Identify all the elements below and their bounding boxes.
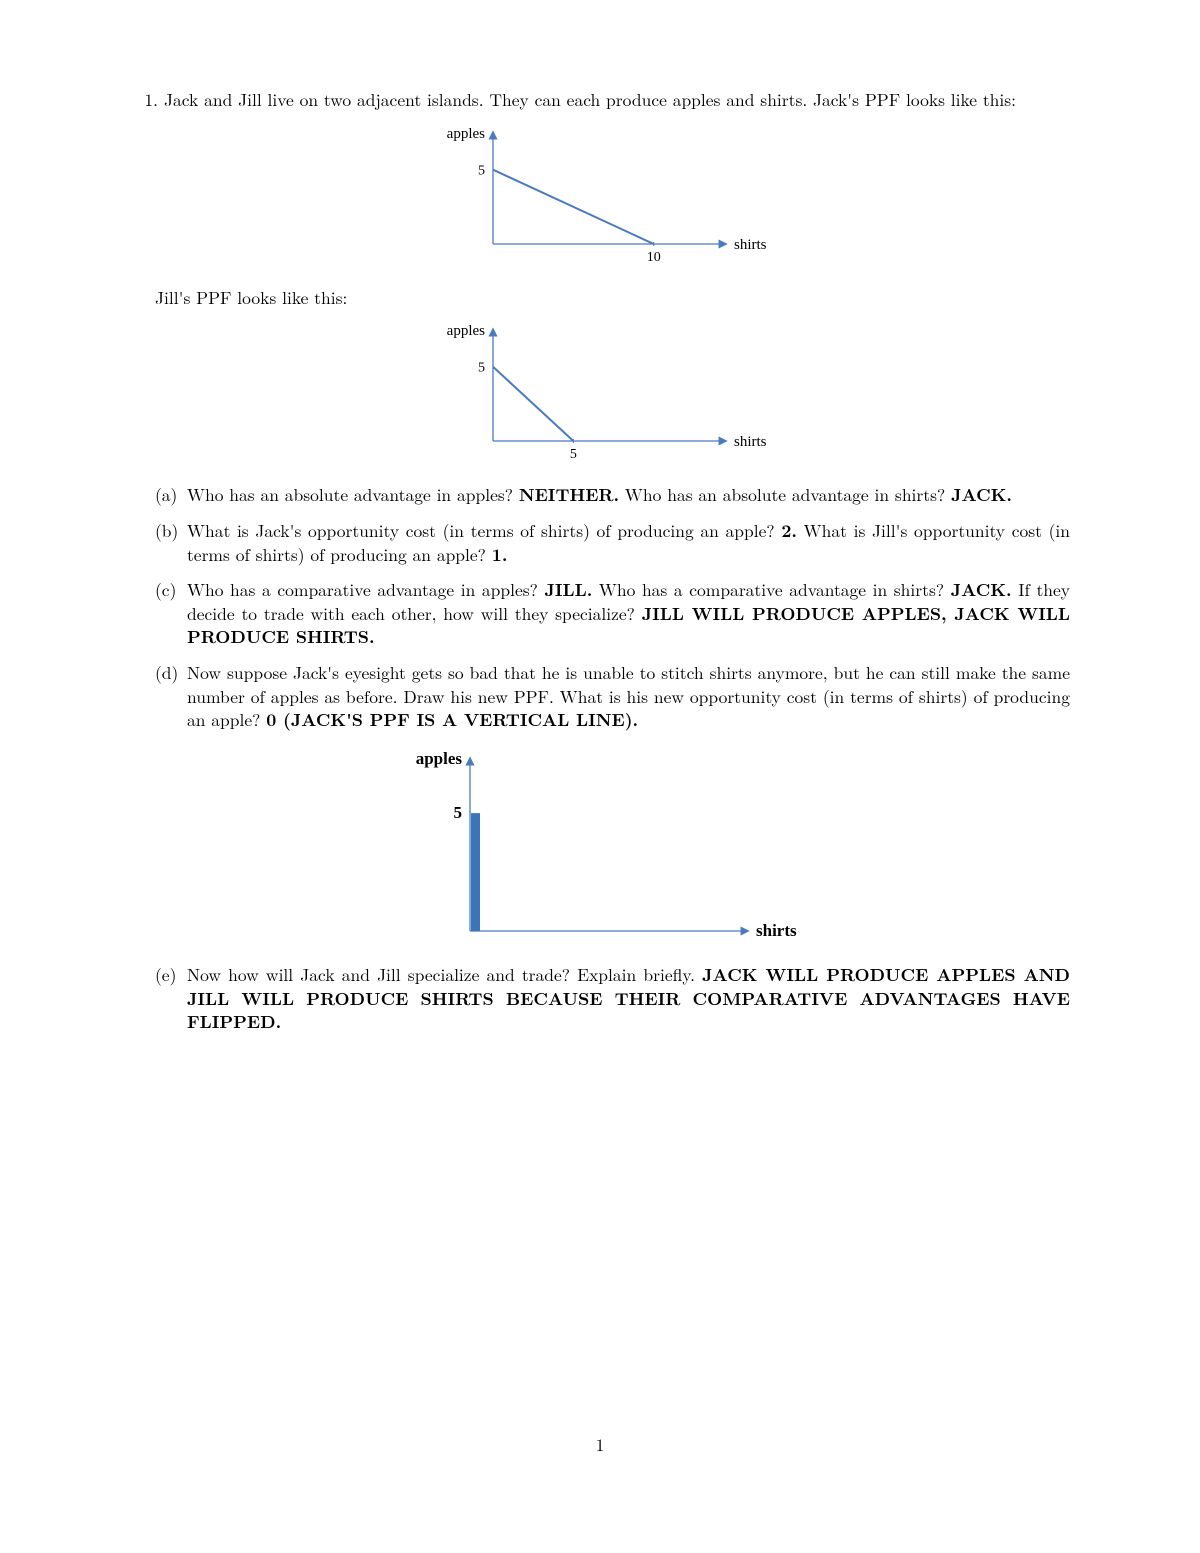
part-e-label: (e) xyxy=(155,963,187,1034)
svg-text:5: 5 xyxy=(478,163,485,178)
part-b-text1: What is Jack's opportunity cost (in term… xyxy=(187,518,781,543)
part-b-body: What is Jack's opportunity cost (in term… xyxy=(187,519,1070,566)
svg-text:5: 5 xyxy=(569,447,576,462)
part-d: (d) Now suppose Jack's eyesight gets so … xyxy=(155,661,1070,732)
part-d-label: (d) xyxy=(155,661,187,732)
svg-text:10: 10 xyxy=(646,250,660,265)
jill-intro: Jill's PPF looks like this: xyxy=(155,286,1070,310)
svg-text:apples: apples xyxy=(446,323,484,339)
part-a-ans2: JACK. xyxy=(951,482,1012,507)
part-b-ans1: 2. xyxy=(781,518,797,543)
part-b-label: (b) xyxy=(155,519,187,566)
part-d-body: Now suppose Jack's eyesight gets so bad … xyxy=(187,661,1070,732)
part-d-ans1: 0 (JACK'S PPF IS A VERTICAL LINE). xyxy=(266,707,638,732)
part-a-label: (a) xyxy=(155,483,187,507)
question-intro: Jack and Jill live on two adjacent islan… xyxy=(164,88,1070,112)
question-number: 1. xyxy=(130,88,164,112)
part-a-text2: Who has an absolute advantage in shirts? xyxy=(619,482,951,507)
part-a-body: Who has an absolute advantage in apples?… xyxy=(187,483,1070,507)
part-e-text1: Now how will Jack and Jill specialize an… xyxy=(187,962,702,987)
part-c-body: Who has a comparative advantage in apple… xyxy=(187,578,1070,649)
part-e-body: Now how will Jack and Jill specialize an… xyxy=(187,963,1070,1034)
svg-text:apples: apples xyxy=(416,749,463,768)
subparts: (a) Who has an absolute advantage in app… xyxy=(130,483,1070,732)
part-a-ans1: NEITHER. xyxy=(519,482,619,507)
part-c: (c) Who has a comparative advantage in a… xyxy=(155,578,1070,649)
part-a-text1: Who has an absolute advantage in apples? xyxy=(187,482,519,507)
svg-text:shirts: shirts xyxy=(734,434,767,450)
part-b: (b) What is Jack's opportunity cost (in … xyxy=(155,519,1070,566)
part-e: (e) Now how will Jack and Jill specializ… xyxy=(155,963,1070,1034)
part-c-label: (c) xyxy=(155,578,187,649)
svg-text:5: 5 xyxy=(478,361,485,376)
svg-text:5: 5 xyxy=(454,803,463,822)
subparts-2: (e) Now how will Jack and Jill specializ… xyxy=(130,963,1070,1034)
chart-jack-ppf: apples shirts 5 10 xyxy=(130,122,1070,272)
chart-jill-ppf: apples shirts 5 5 xyxy=(130,319,1070,469)
part-c-text1: Who has a comparative advantage in apple… xyxy=(187,577,544,602)
part-c-ans1: JILL. xyxy=(544,577,592,602)
question-1: 1. Jack and Jill live on two adjacent is… xyxy=(130,88,1070,112)
chart2-svg: apples shirts 5 5 xyxy=(433,319,768,469)
page: 1. Jack and Jill live on two adjacent is… xyxy=(0,0,1200,1553)
part-b-ans2: 1. xyxy=(492,542,508,567)
chart1-svg: apples shirts 5 10 xyxy=(433,122,768,272)
part-a: (a) Who has an absolute advantage in app… xyxy=(155,483,1070,507)
part-c-text2: Who has a comparative advantage in shirt… xyxy=(592,577,950,602)
chart3-svg: apples shirts 5 xyxy=(390,744,810,949)
chart-jack-new-ppf: apples shirts 5 xyxy=(130,744,1070,949)
svg-text:shirts: shirts xyxy=(734,237,767,253)
svg-text:shirts: shirts xyxy=(756,921,797,940)
svg-text:apples: apples xyxy=(446,126,484,142)
part-c-ans2: JACK. xyxy=(951,577,1012,602)
page-number: 1 xyxy=(0,1433,1200,1457)
